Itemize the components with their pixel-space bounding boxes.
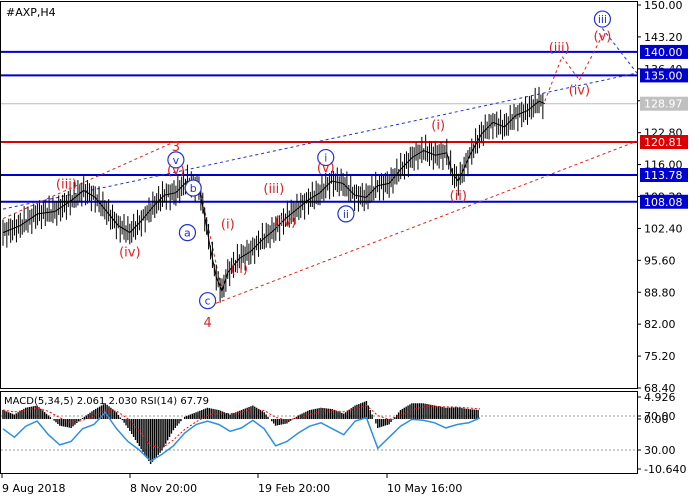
indicator-tick-label: 0.00 — [644, 413, 669, 426]
time-tick-label: 19 Feb 20:00 — [258, 482, 330, 495]
price-tick-label: 102.40 — [644, 222, 683, 235]
wave-label-a: a — [184, 227, 191, 240]
wave-labels: (iii)(iv)3v(v)ba(i)(ii)c4(iii)(iv)i(v)ii… — [56, 10, 612, 331]
time-tick-label: 9 Aug 2018 — [2, 482, 65, 495]
wave-label-3: 3 — [172, 140, 180, 155]
wave-label-(ii): (ii) — [231, 262, 248, 277]
wave-label-(ii): (ii) — [450, 189, 467, 204]
projection-v — [578, 35, 603, 81]
wave-label-(i): (i) — [431, 119, 445, 134]
time-tick-label: 8 Nov 20:00 — [130, 482, 197, 495]
projection-iv — [561, 56, 580, 81]
level-label-113.78: 113.78 — [644, 169, 683, 182]
level-labels: 140.00 135.00 128.97 120.81 113.78 108.08 — [640, 44, 688, 209]
wave-circle-v — [167, 151, 185, 169]
wave-label-ii: ii — [343, 208, 349, 221]
rsi-line — [2, 411, 481, 463]
indicator-tick-label: -10.640 — [644, 463, 686, 476]
level-badge-128.97 — [640, 96, 688, 111]
level-badge-108.08 — [640, 194, 688, 209]
level-badge-140.00 — [640, 44, 688, 59]
wave-circle-i — [317, 148, 335, 167]
price-tick-label: 75.20 — [644, 350, 676, 363]
wave-circle-a — [178, 224, 197, 242]
indicator-title: MACD(5,34,5) 2.061 2.030 RSI(14) 67.79 — [4, 396, 209, 407]
horizontal-levels — [1, 50, 637, 203]
price-tick-label: 88.80 — [644, 286, 676, 299]
indicator-series — [2, 401, 481, 464]
wave-circle-c — [199, 292, 217, 310]
level-badge-120.81 — [640, 135, 688, 150]
wave-circle-iii — [593, 10, 612, 28]
wave-label-(v): (v) — [317, 161, 335, 176]
wave-circle-b — [184, 179, 202, 197]
price-panel-frame — [0, 1, 638, 389]
level-label-120.81: 120.81 — [644, 136, 683, 149]
time-tick-label: 10 May 16:00 — [387, 482, 462, 495]
price-tick-label: 143.20 — [644, 31, 683, 44]
channel-line-red-lower — [210, 140, 638, 306]
wave-label-(iv): (iv) — [119, 245, 140, 260]
wave-circle-ii — [337, 205, 355, 223]
indicator-tick-label: 30.00 — [644, 444, 676, 457]
symbol-title: #AXP,H4 — [6, 6, 56, 19]
indicator-tick-label: 70.00 — [644, 410, 676, 423]
wave-label-v: v — [173, 154, 180, 167]
wave-label-b: b — [190, 182, 197, 195]
wave-label-(iv): (iv) — [275, 215, 296, 230]
price-tick-label: 68.40 — [644, 382, 676, 395]
level-badge-113.78 — [640, 168, 688, 183]
indicator-axis: 4.926 70.000.00 30.00 -10.640 — [1, 391, 686, 476]
level-label-140.00: 140.00 — [644, 46, 683, 59]
wave-label-(v): (v) — [167, 163, 185, 178]
price-tick-label: 95.60 — [644, 254, 676, 267]
wave-label-(iv): (iv) — [569, 83, 590, 98]
wave-label-(i): (i) — [221, 217, 235, 232]
wave-label-iii: iii — [598, 13, 607, 26]
price-tick-label: 82.00 — [644, 318, 676, 331]
wave-label-(iii): (iii) — [263, 182, 284, 197]
wave-label-4: 4 — [203, 316, 211, 331]
indicator-tick-label: 4.926 — [644, 391, 676, 404]
wave-label-i: i — [324, 152, 327, 165]
projection-iii — [544, 56, 563, 102]
wave-label-(v): (v) — [593, 30, 611, 45]
level-label-128.97: 128.97 — [644, 98, 683, 111]
wave-label-(iii): (iii) — [549, 41, 570, 56]
macd-signal-line — [2, 404, 481, 449]
level-label-108.08: 108.08 — [644, 196, 683, 209]
channel-line-red-upper — [2, 140, 177, 220]
level-label-135.00: 135.00 — [644, 69, 683, 82]
level-badge-135.00 — [640, 68, 688, 83]
price-tick-label: 150.00 — [644, 0, 683, 12]
wave-label-(iii): (iii) — [56, 177, 77, 192]
time-axis: 9 Aug 2018 8 Nov 20:00 19 Feb 20:00 10 May … — [1, 474, 462, 495]
wave-label-c: c — [205, 295, 211, 308]
